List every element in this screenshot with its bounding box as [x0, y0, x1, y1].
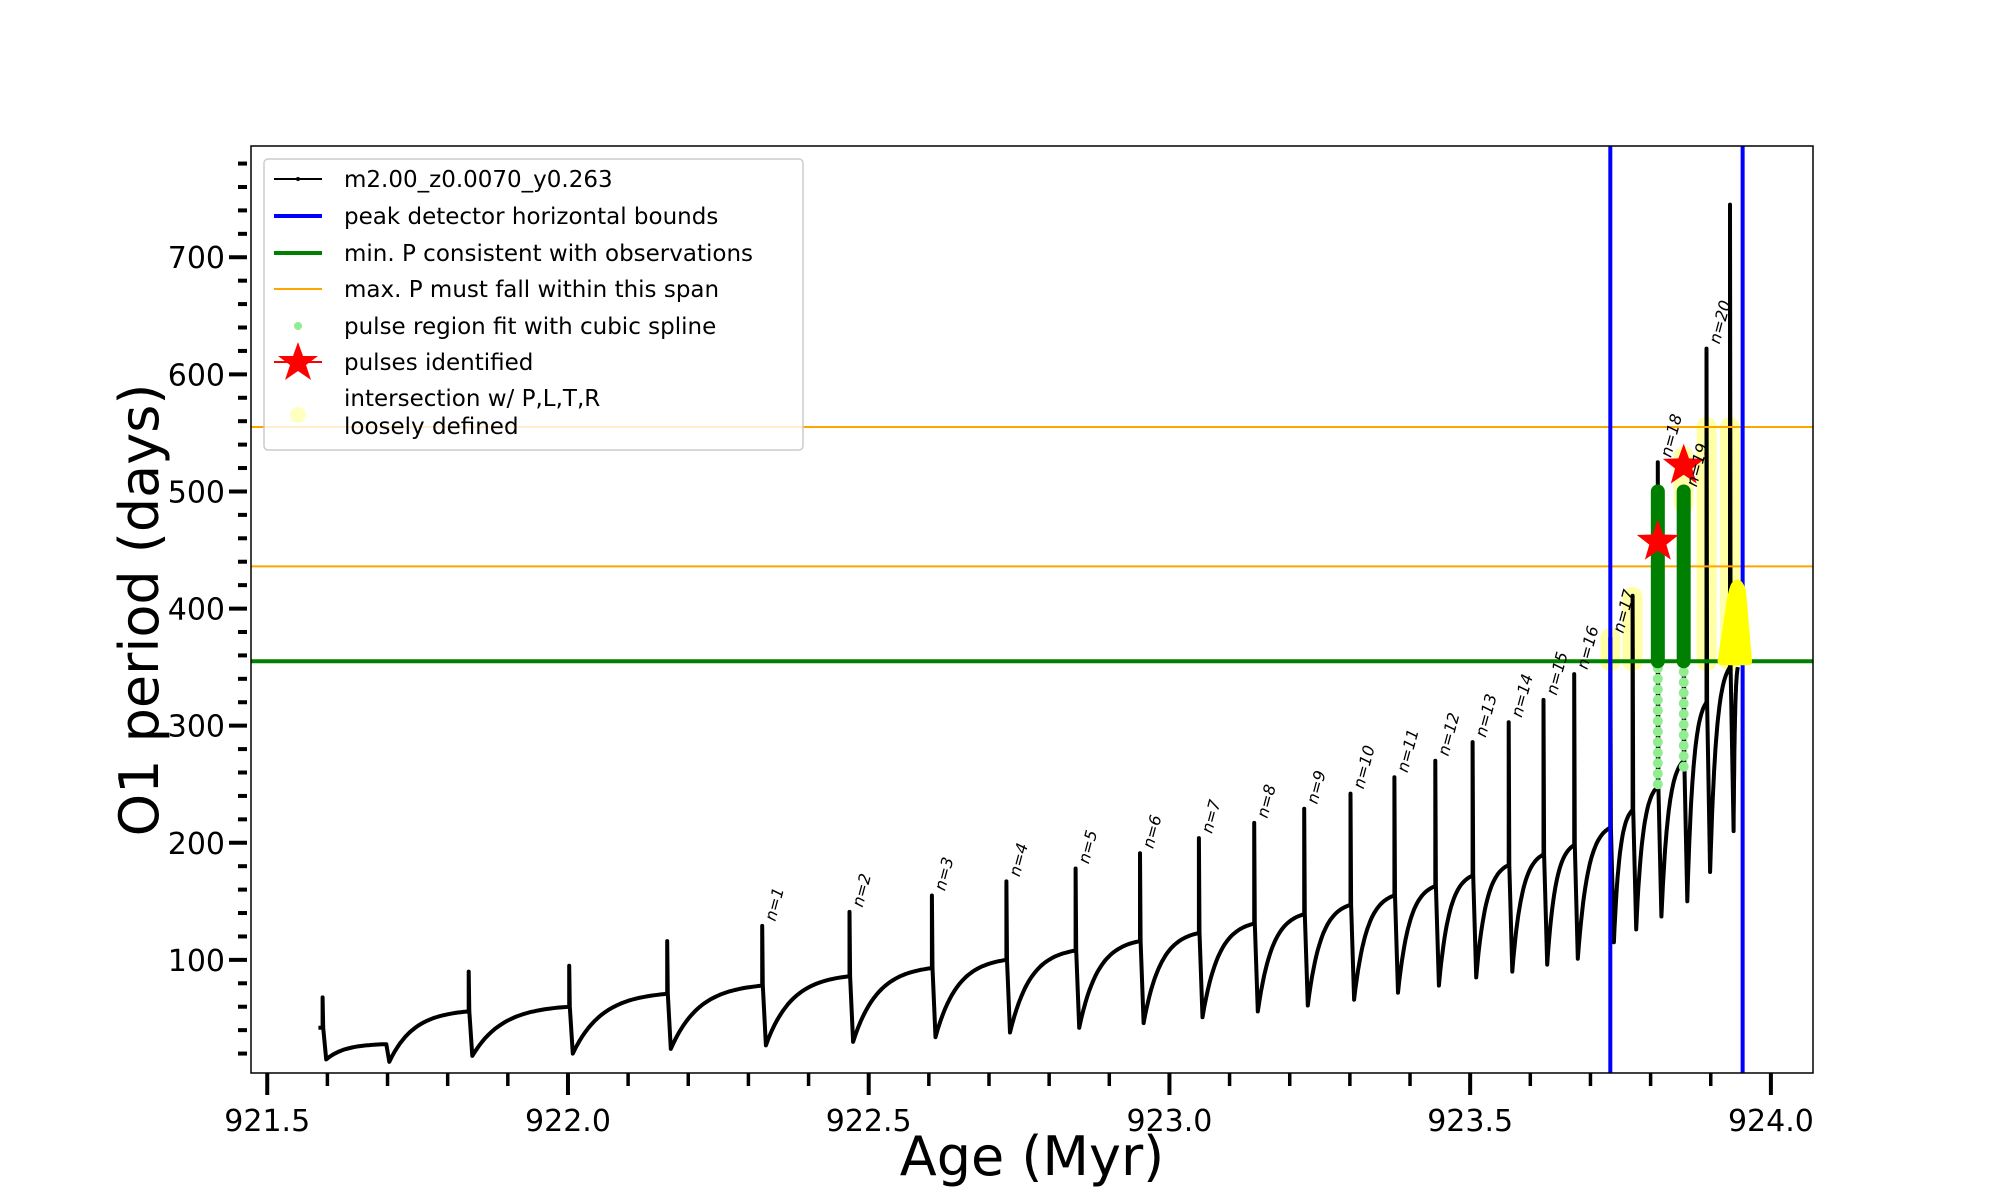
- spline-point: [1652, 673, 1663, 684]
- spline-point: [1678, 698, 1689, 709]
- spline-point: [1678, 740, 1689, 751]
- spline-point: [1652, 768, 1663, 779]
- y-tick-label: 600: [168, 358, 225, 393]
- pulse-star-0: [1636, 519, 1679, 560]
- legend-intersection: intersection w/ P,L,T,R: [344, 386, 600, 412]
- legend-spline: pulse region fit with cubic spline: [344, 314, 716, 340]
- x-tick-label: 921.5: [224, 1104, 310, 1139]
- spline-point: [1678, 761, 1689, 772]
- x-tick-label: 924.0: [1728, 1104, 1814, 1139]
- spline-point: [1678, 687, 1689, 698]
- legend-minp: min. P consistent with observations: [344, 241, 753, 267]
- y-tick-label: 700: [168, 241, 225, 276]
- spline-point: [1678, 666, 1689, 677]
- legend-stars: pulses identified: [344, 350, 533, 376]
- y-axis-label: O1 period (days): [108, 384, 171, 837]
- model-track-line: [318, 202, 1740, 1064]
- y-tick-label: 100: [168, 944, 225, 979]
- plot-frame: [250, 145, 1814, 1074]
- legend: m2.00_z0.0070_y0.263 peak detector horiz…: [263, 158, 804, 451]
- spline-point: [1652, 779, 1663, 790]
- spline-point: [1652, 715, 1663, 726]
- spline-point: [1678, 708, 1689, 719]
- legend-intersection-cont: loosely defined: [344, 414, 519, 440]
- legend-intersection-swatch: [290, 407, 306, 423]
- legend-frame: [263, 158, 804, 451]
- x-axis-label: Age (Myr): [900, 1125, 1165, 1188]
- legend-track: m2.00_z0.0070_y0.263: [344, 167, 613, 193]
- spline-point: [1652, 758, 1663, 769]
- legend-spline-swatch: [294, 322, 302, 330]
- spline-point: [1678, 719, 1689, 730]
- spline-point: [1652, 747, 1663, 758]
- x-tick-label: 922.0: [525, 1104, 611, 1139]
- y-tick-label: 200: [168, 827, 225, 862]
- spline-point: [1678, 677, 1689, 688]
- legend-track-marker: [296, 177, 300, 181]
- legend-maxp: max. P must fall within this span: [344, 277, 719, 303]
- intersection-blob: [1717, 579, 1753, 666]
- spline-point: [1652, 684, 1663, 695]
- x-tick-label: 923.0: [1126, 1104, 1212, 1139]
- x-tick-label: 923.5: [1427, 1104, 1513, 1139]
- y-tick-label: 300: [168, 710, 225, 745]
- spline-point: [1678, 751, 1689, 762]
- spline-point: [1678, 730, 1689, 741]
- y-tick-label: 500: [168, 475, 225, 510]
- y-tick-label: 400: [168, 593, 225, 628]
- pulse-star-1: [1662, 443, 1705, 484]
- legend-star-icon: [278, 342, 318, 380]
- spline-point: [1652, 726, 1663, 737]
- spline-point: [1652, 737, 1663, 748]
- spline-point: [1652, 694, 1663, 705]
- spline-point: [1652, 705, 1663, 716]
- x-tick-label: 922.5: [826, 1104, 912, 1139]
- legend-bounds: peak detector horizontal bounds: [344, 204, 718, 230]
